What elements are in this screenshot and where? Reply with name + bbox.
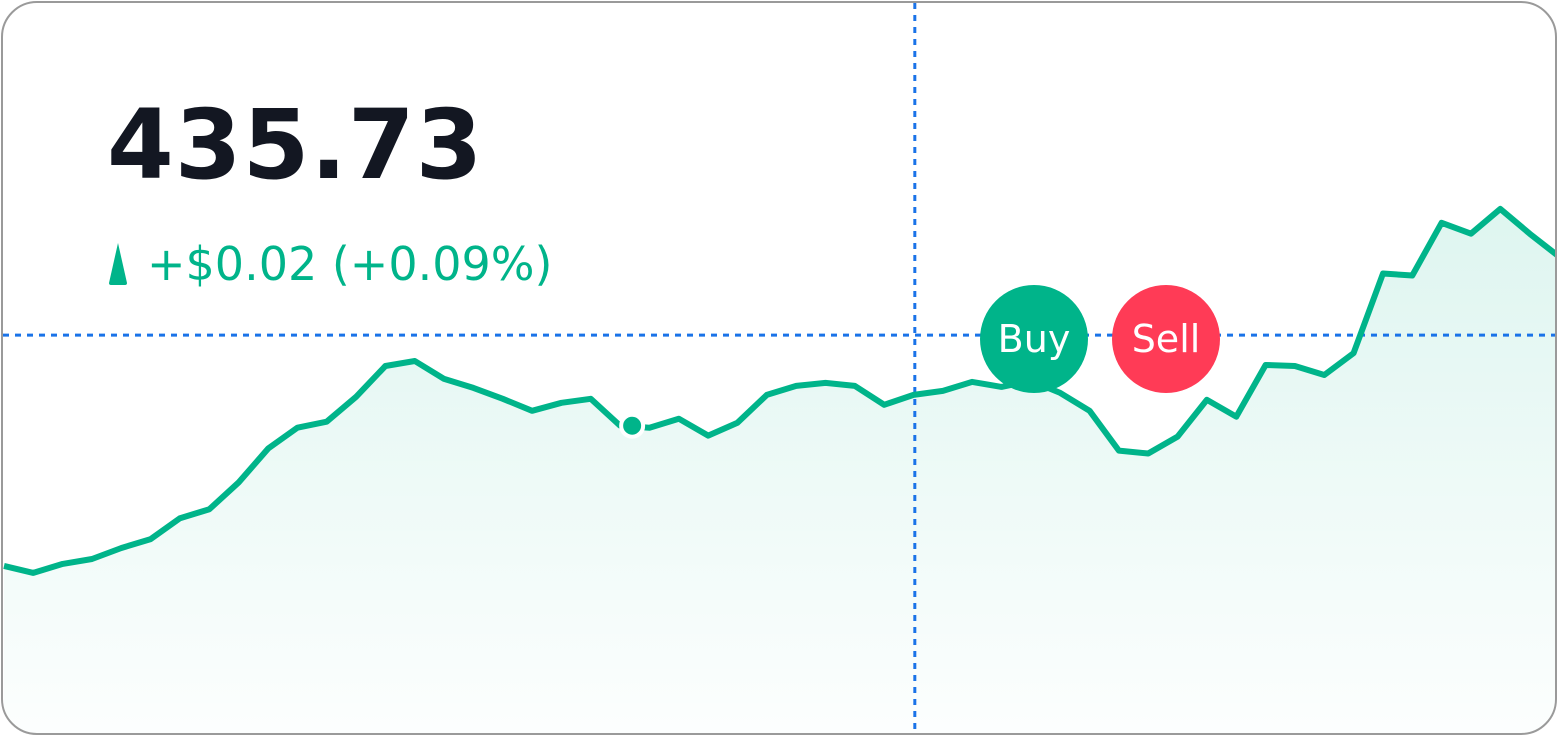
buy-button[interactable]: Buy (980, 285, 1088, 393)
price-change: +$0.02 (+0.09%) (107, 237, 552, 291)
data-point-marker (619, 412, 646, 439)
current-price: 435.73 (107, 89, 484, 201)
sell-button[interactable]: Sell (1112, 285, 1220, 393)
price-change-text: +$0.02 (+0.09%) (147, 237, 553, 291)
price-line (3, 205, 1555, 576)
area-fill (4, 208, 1555, 733)
price-chart[interactable] (3, 3, 1557, 735)
triangle-up-icon (109, 243, 127, 285)
